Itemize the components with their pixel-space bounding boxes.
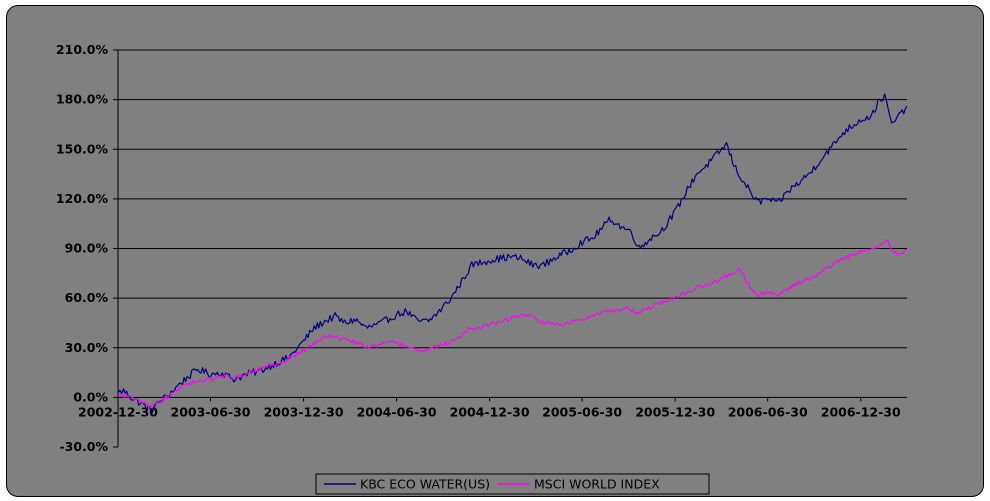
y-tick-label: 60.0%	[65, 290, 109, 305]
x-tick-label: 2005-06-30	[542, 404, 622, 419]
series-line-1	[117, 239, 908, 408]
gridlines	[118, 49, 907, 349]
x-tick-label: 2002-12-30	[78, 404, 158, 419]
x-tick-label: 2006-12-30	[821, 404, 901, 419]
y-tick-label: 180.0%	[56, 92, 109, 107]
y-tick-label: 210.0%	[56, 42, 109, 57]
x-tick-label: 2004-12-30	[450, 404, 530, 419]
y-tick-label: -30.0%	[59, 439, 108, 454]
x-tick-label: 2003-12-30	[264, 404, 344, 419]
legend-label: MSCI WORLD INDEX	[534, 477, 660, 492]
y-tick-label: 30.0%	[65, 340, 109, 355]
y-tick-label: 150.0%	[56, 141, 109, 156]
x-axis-tick-labels: 2002-12-30 2003-06-30 2003-12-30 2004-06-30…	[78, 396, 907, 419]
y-tick-label: 90.0%	[65, 241, 109, 256]
x-tick-label: 2006-06-30	[728, 404, 808, 419]
y-tick-label: 120.0%	[56, 191, 109, 206]
x-tick-label: 2003-06-30	[171, 404, 251, 419]
y-tick-label: 0.0%	[73, 389, 108, 404]
series-lines	[117, 93, 908, 413]
x-tick-label: 2004-06-30	[357, 404, 437, 419]
legend-label: KBC ECO WATER(US)	[360, 477, 490, 492]
y-axis-tick-labels: 210.0% 180.0% 150.0% 120.0% 90.0% 60.0% 30.0% 0…	[56, 42, 118, 454]
legend: KBC ECO WATER(US) MSCI WORLD INDEX	[315, 473, 710, 495]
x-tick-label: 2005-12-30	[635, 404, 715, 419]
